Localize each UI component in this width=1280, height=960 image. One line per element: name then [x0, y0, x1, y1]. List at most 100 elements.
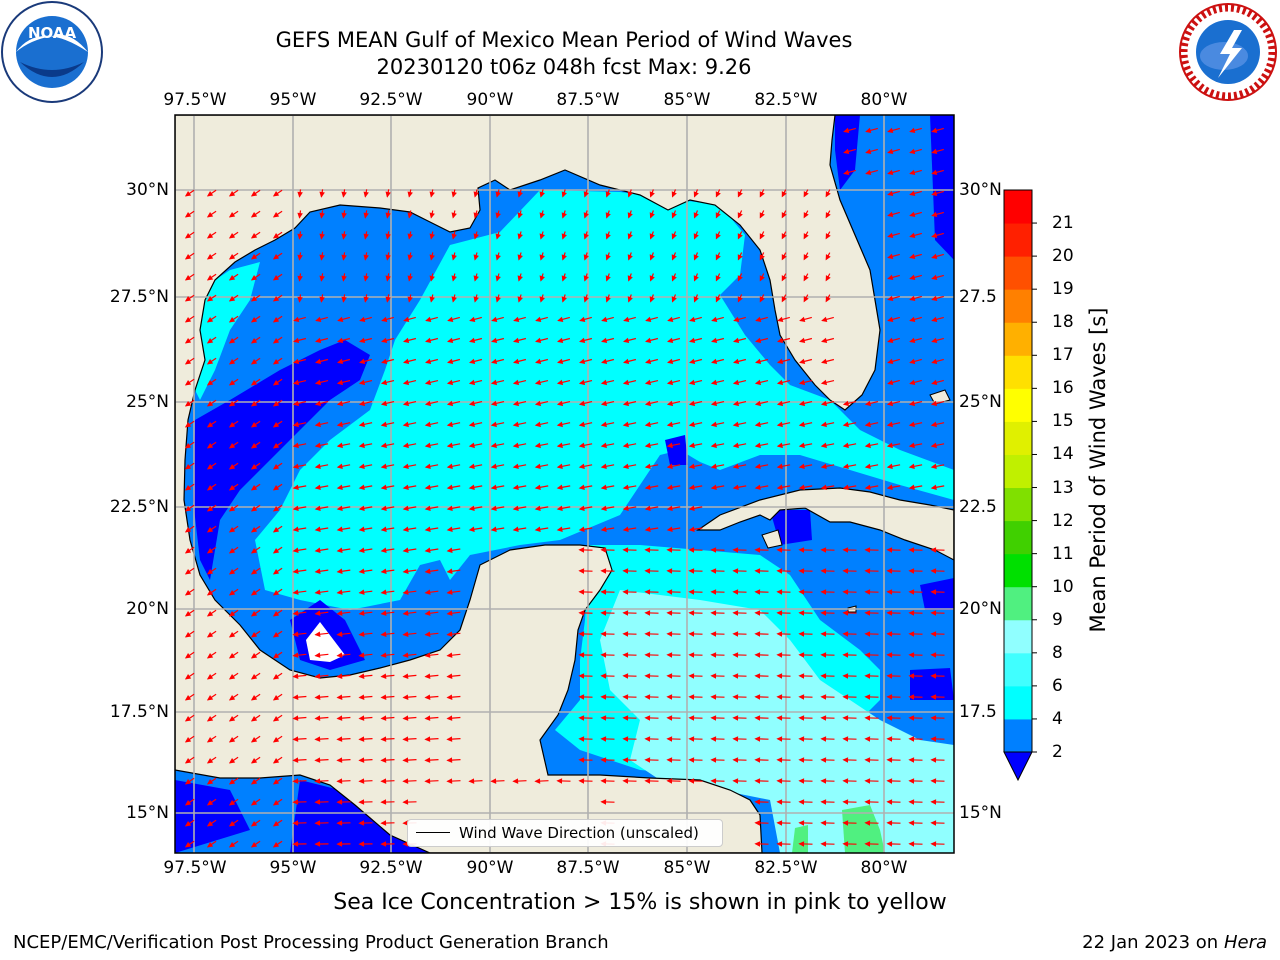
wave-arrow-head — [424, 715, 431, 721]
wave-arrow-head — [336, 757, 343, 763]
wave-arrow-head — [517, 275, 523, 282]
wave-arrow-head — [358, 820, 365, 826]
wave-arrow-head — [649, 191, 655, 198]
wave-arrow-head — [184, 505, 192, 512]
wave-arrow-head — [556, 337, 564, 344]
wave-arrow-head — [468, 379, 476, 386]
lon-tick-bottom-6: 85°W — [663, 858, 711, 878]
wave-arrow-head — [666, 463, 673, 469]
wave-arrow-head — [490, 526, 497, 533]
wave-arrow-head — [336, 379, 344, 386]
wave-arrow-head — [865, 148, 872, 155]
wave-arrow-head — [539, 275, 545, 282]
wave-arrow-head — [490, 505, 497, 511]
wave-arrow-head — [380, 799, 387, 805]
wave-arrow-head — [561, 254, 567, 261]
wave-arrow-head — [820, 442, 827, 449]
wave-arrow-head — [424, 379, 432, 386]
wave-arrow-head — [228, 547, 236, 554]
wave-arrow-head — [776, 547, 783, 553]
wave-arrow-head — [184, 694, 192, 701]
wave-arrow-head — [776, 673, 783, 679]
wave-arrow-head — [600, 379, 608, 386]
colorbar-segment — [1004, 190, 1032, 224]
wave-arrow-head — [864, 715, 871, 721]
wave-arrow-head — [206, 757, 214, 764]
wave-arrow-head — [886, 673, 893, 679]
wave-arrow-head — [250, 820, 258, 827]
wave-arrow-head — [803, 296, 809, 303]
wave-arrow-head — [842, 757, 849, 763]
wave-arrow-head — [688, 379, 696, 386]
wave-arrow-head — [578, 589, 585, 595]
wave-arrow-head — [336, 358, 344, 365]
lat-tick-left-5: 20°N — [126, 599, 169, 619]
wave-arrow-head — [446, 652, 453, 658]
wave-arrow-head — [424, 547, 431, 554]
wave-arrow-head — [671, 275, 677, 282]
wave-arrow-head — [446, 337, 454, 344]
wave-arrow-head — [798, 631, 805, 637]
lon-tick-bottom-4: 90°W — [466, 858, 514, 878]
footer-producer: NCEP/EMC/Verification Post Processing Pr… — [13, 932, 609, 953]
wave-arrow-head — [250, 778, 258, 785]
wave-arrow-head — [627, 191, 633, 198]
wave-arrow-head — [688, 757, 695, 763]
wave-arrow-head — [451, 275, 457, 282]
wave-arrow-head — [292, 463, 299, 469]
wave-arrow-head — [380, 841, 387, 847]
wave-arrow-head — [297, 233, 303, 240]
wave-arrow-head — [776, 694, 783, 700]
wave-arrow-head — [931, 211, 938, 218]
wave-arrow-head — [688, 337, 696, 344]
wave-arrow-head — [578, 715, 585, 721]
wave-arrow-head — [710, 631, 717, 637]
wave-arrow-head — [886, 484, 893, 490]
wave-arrow-head — [314, 379, 322, 386]
wave-arrow-head — [710, 736, 717, 742]
wave-arrow-head — [644, 463, 651, 469]
colorbar-tick-label: 8 — [1052, 642, 1063, 663]
wave-arrow-head — [250, 547, 258, 554]
period-band-4-6-gulf — [255, 190, 954, 610]
wave-arrow-head — [512, 778, 519, 784]
wave-arrow-head — [578, 526, 585, 533]
wave-arrow-head — [534, 463, 541, 469]
wave-arrow-head — [908, 631, 915, 637]
wave-arrow-head — [534, 778, 541, 784]
wave-arrow-head — [733, 316, 740, 323]
wave-arrow-head — [908, 589, 915, 595]
wave-arrow-head — [336, 484, 343, 490]
wave-arrow-head — [314, 526, 321, 533]
wave-arrow-head — [600, 652, 607, 658]
colorbar-tick-label: 13 — [1052, 477, 1074, 498]
wave-arrow-head — [534, 400, 542, 407]
wave-arrow-head — [693, 212, 699, 219]
wave-arrow-head — [292, 589, 299, 595]
wave-arrow-head — [930, 652, 937, 658]
wave-arrow-head — [272, 610, 280, 617]
wave-arrow-head — [402, 547, 409, 554]
wave-arrow-head — [644, 358, 652, 365]
wave-arrow-head — [402, 421, 409, 428]
wave-arrow-head — [380, 442, 387, 449]
wave-arrow-head — [381, 316, 388, 323]
wave-arrow-head — [206, 547, 214, 554]
wave-arrow-head — [776, 400, 784, 407]
wave-arrow-head — [930, 778, 937, 784]
wave-arrow-head — [314, 547, 321, 554]
wave-arrow-head — [820, 589, 827, 595]
wave-arrow-head — [715, 233, 721, 240]
colorbar-tick-label: 20 — [1052, 246, 1074, 267]
wave-arrow-head — [293, 316, 300, 323]
colorbar-tick-label: 10 — [1052, 576, 1074, 597]
wave-arrow-head — [688, 610, 695, 616]
wave-arrow-head — [644, 778, 651, 784]
wave-arrow-head — [228, 274, 236, 281]
sea-ice-note: Sea Ice Concentration > 15% is shown in … — [333, 890, 947, 915]
wave-arrow-head — [644, 421, 651, 428]
wave-arrow-head — [314, 799, 321, 805]
wave-arrow-head — [184, 715, 192, 722]
wave-arrow-head — [250, 526, 258, 533]
wave-arrow-head — [799, 316, 806, 323]
